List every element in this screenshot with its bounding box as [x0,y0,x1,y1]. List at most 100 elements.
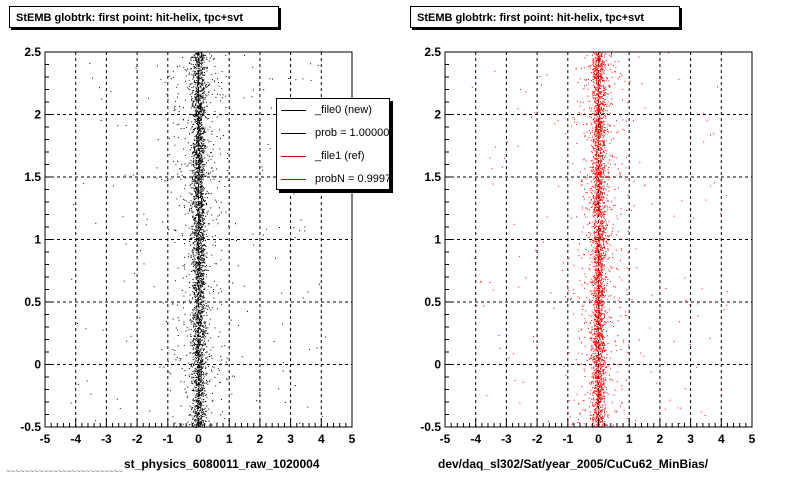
data-point [199,162,201,164]
data-point [600,255,602,257]
data-point [590,418,591,420]
data-point [177,317,179,319]
data-point [201,319,203,321]
data-point [199,70,201,72]
data-point [195,295,197,297]
data-point [601,326,603,328]
data-point [596,405,598,407]
data-point [597,124,599,126]
data-point [203,258,205,260]
data-point [209,318,211,320]
data-point [199,146,201,148]
data-point [201,254,202,256]
data-point [193,55,195,57]
data-point [197,370,198,372]
data-point [199,288,201,290]
data-point [203,166,205,168]
data-point [206,204,207,206]
data-point [201,229,203,230]
data-point [178,205,180,206]
data-point [601,303,603,305]
data-point [198,279,200,281]
data-point [191,228,193,230]
data-point [202,404,204,406]
data-point [200,192,201,194]
data-point [197,354,199,356]
data-point [200,352,202,354]
data-point [199,291,201,293]
data-point [198,161,200,163]
data-point [599,87,601,89]
data-point [595,143,597,145]
data-point [195,262,197,264]
y-tick-label: 2.5 [24,45,41,59]
data-point [198,312,200,314]
data-point [591,206,593,208]
data-point [197,145,199,147]
data-point [194,368,196,369]
data-point [205,420,207,422]
data-point [201,171,203,173]
data-point [203,129,205,131]
data-point [194,179,196,181]
data-point [199,338,201,340]
data-point [190,107,192,109]
data-point [199,104,201,106]
data-point [598,384,600,386]
data-point [225,54,227,56]
data-point [601,394,602,396]
data-point [603,360,605,362]
data-point [196,60,197,62]
data-point [196,258,198,260]
data-point [203,413,205,415]
data-point [193,75,195,77]
data-point [185,391,187,393]
data-point [197,422,199,424]
data-point [599,397,601,399]
data-point [220,153,222,155]
data-point [604,247,606,248]
data-point [199,242,201,244]
data-point [188,375,190,377]
data-point [600,211,602,213]
data-point [197,412,198,414]
data-point [197,81,199,83]
data-point [198,154,200,156]
data-point [207,333,209,334]
data-point [199,117,201,118]
data-point [281,292,283,294]
data-point [200,425,201,427]
data-point [591,226,593,228]
data-point [180,405,182,407]
data-point [185,330,187,332]
data-point [205,269,207,271]
data-point [192,377,194,378]
data-point [197,157,199,159]
data-point [196,424,198,426]
data-point [185,177,187,179]
data-point [193,313,195,315]
data-point [598,366,600,368]
data-point [193,308,195,310]
data-point [602,208,604,210]
data-point [200,355,202,357]
data-point [206,233,207,235]
data-point [196,95,197,97]
data-point [206,146,208,148]
data-point [198,282,200,284]
data-point [177,160,179,162]
data-point [177,335,179,336]
data-point [597,230,599,232]
data-point [200,104,202,106]
data-point [590,331,592,333]
data-point [601,200,603,202]
data-point [201,164,203,165]
data-point [201,238,202,240]
data-point [197,83,199,85]
data-point [600,88,602,89]
data-point [195,107,197,109]
data-point [232,375,234,377]
data-point [197,368,199,370]
data-point [203,234,205,236]
data-point [194,234,196,235]
